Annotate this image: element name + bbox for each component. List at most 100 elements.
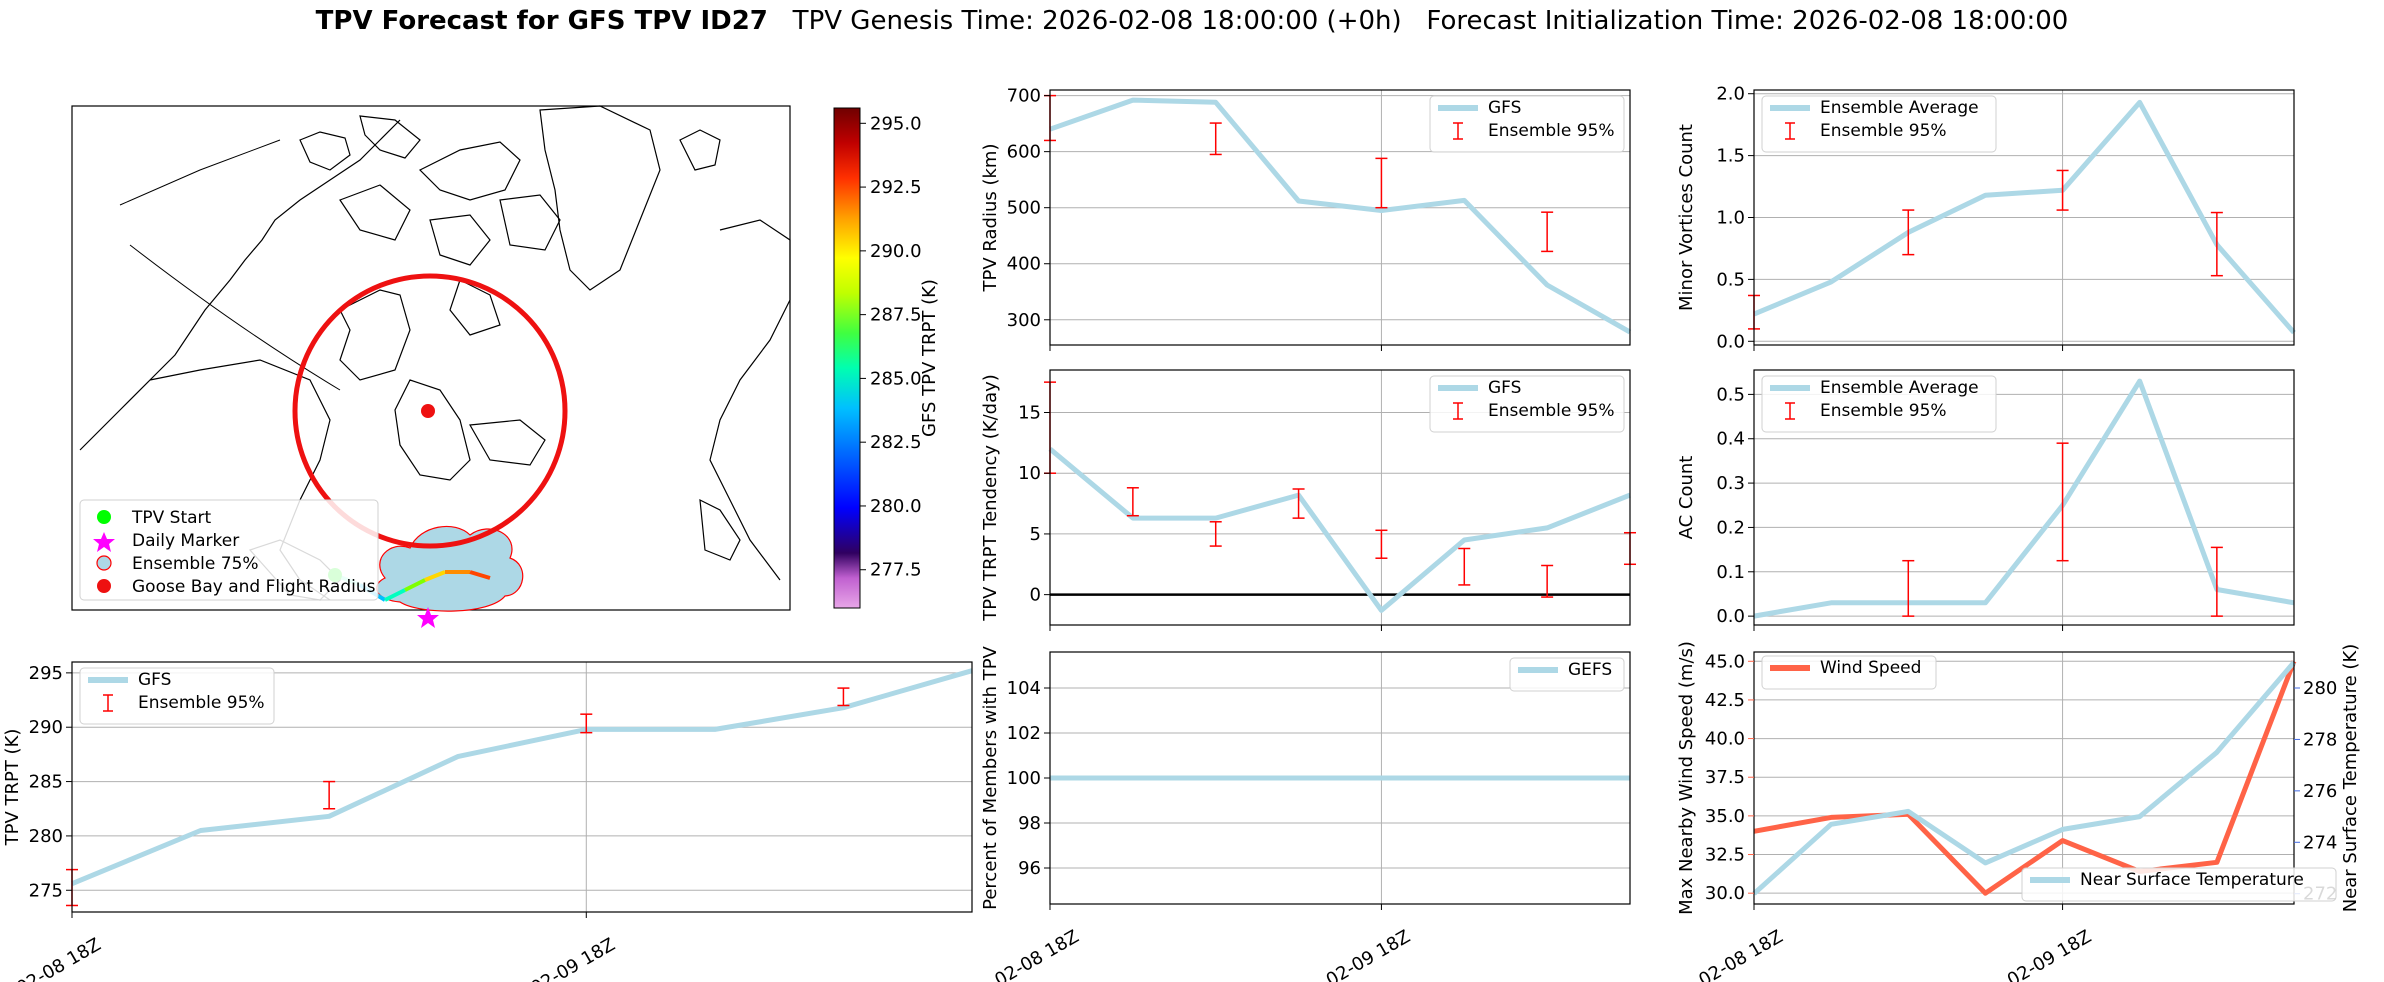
trpt-legend: GFS Ensemble 95% (79, 667, 275, 725)
radius-legend-box (1429, 95, 1625, 153)
percent-legend-box (1509, 657, 1625, 692)
radius-ytick-label: 400 (1007, 254, 1041, 275)
wind-ylabel-right: Near Surface Temperature (K) (2340, 644, 2361, 913)
percent-ytick-label: 104 (1007, 678, 1041, 699)
tendency-legend-label: GFS (1488, 378, 1521, 398)
radius-ytick-label: 300 (1007, 310, 1041, 331)
colorbar-tick-label: 277.5 (870, 560, 922, 581)
wind-legend-label: Wind Speed (1820, 658, 1921, 678)
map-legend-label: TPV Start (131, 508, 212, 528)
tpv-track-segment (404, 578, 426, 592)
tendency-series-line-0 (1048, 446, 1631, 613)
wind-ytick-label: 45.0 (1705, 651, 1745, 672)
legend-daily-marker-swatch (93, 532, 115, 552)
radius-ytick-label: 600 (1007, 142, 1041, 163)
minor-legend-label: Ensemble Average (1820, 98, 1979, 118)
tpv-track-segment (469, 570, 491, 580)
wind-ytick-right-label: 280 (2303, 678, 2337, 699)
tendency-ytick-label: 0 (1030, 585, 1041, 606)
coastline (499, 194, 561, 251)
wind-ytick-label: 37.5 (1705, 767, 1745, 788)
trpt-xtick-label: 02-08 18Z (13, 934, 104, 982)
colorbar-tick-label: 295.0 (870, 113, 922, 134)
minor-legend-label: Ensemble 95% (1820, 121, 1947, 141)
boundary-line (129, 244, 341, 391)
trpt-ylabel: TPV TRPT (K) (2, 729, 23, 847)
percent-xtick-label: 02-09 18Z (1323, 926, 1414, 982)
ac-ytick-label: 0.2 (1716, 517, 1745, 538)
trpt-ytick-label: 280 (29, 826, 63, 847)
ac-legend-box (1761, 375, 1997, 433)
trpt-legend-box (79, 667, 275, 725)
minor-ytick-label: 2.0 (1716, 84, 1745, 105)
coastline (449, 279, 501, 336)
colorbar-tick-label: 292.5 (870, 177, 922, 198)
wind-ytick-right-label: 274 (2303, 832, 2337, 853)
trpt-ytick-label: 285 (29, 772, 63, 793)
map-legend-box (79, 499, 379, 601)
coastline (299, 131, 351, 171)
radius-panel: 300 400 500 600 700 TPV Radius (km) GFS Ensembl… (980, 86, 1632, 351)
radius-ytick-label: 700 (1007, 86, 1041, 107)
wind-xtick-label: 02-09 18Z (2004, 926, 2095, 982)
trpt-series-line-0 (71, 668, 973, 887)
coastline (418, 141, 521, 201)
coastline (679, 129, 721, 171)
tendency-ytick-label: 15 (1018, 403, 1041, 424)
coastline (429, 214, 491, 266)
colorbar-tick-label: 290.0 (870, 241, 922, 262)
trpt-frame (71, 661, 973, 913)
legend-tpv-start-swatch (97, 510, 111, 524)
radius-ytick-label: 500 (1007, 198, 1041, 219)
tendency-frame (1049, 369, 1631, 626)
colorbar-tick-label: 280.0 (870, 496, 922, 517)
percent-ytick-label: 100 (1007, 768, 1041, 789)
ac-ytick-label: 0.1 (1716, 562, 1745, 583)
wind-ytick-label: 40.0 (1705, 729, 1745, 750)
tendency-legend: GFS Ensemble 95% (1429, 375, 1625, 433)
wind-series-line-1 (1752, 660, 2296, 896)
minor-legend: Ensemble Average Ensemble 95% (1761, 95, 1997, 153)
map-legend-label: Goose Bay and Flight Radius (132, 577, 376, 597)
tendency-ytick-label: 5 (1030, 524, 1041, 545)
percent-ytick-label: 96 (1018, 858, 1041, 879)
minor-ylabel: Minor Vortices Count (1676, 124, 1697, 311)
ac-series-line-0 (1753, 378, 2295, 619)
ac-legend-label: Ensemble Average (1820, 378, 1979, 398)
legend-ensemble-swatch (96, 555, 112, 571)
tendency-legend-box (1429, 375, 1625, 433)
coastline (469, 419, 546, 466)
trpt-xtick-label: 02-09 18Z (528, 934, 619, 982)
tendency-ylabel: TPV TRPT Tendency (K/day) (980, 374, 1001, 622)
wind-legend-box (1761, 655, 1937, 690)
percent-panel: 96 98 100 102 104 02-08 18Z 02-09 18Z Percent o… (980, 645, 1631, 982)
tendency-legend-label: Ensemble 95% (1488, 401, 1615, 421)
ac-count-panel: 0.0 0.1 0.2 0.3 0.4 0.5 AC Count Ensemble Avera… (1676, 369, 2295, 631)
coastline (394, 379, 471, 481)
ensemble-75-area (375, 525, 524, 612)
trpt-panel: 275 280 285 290 295 02-08 18Z 02-09 18Z TPV TRP… (2, 661, 973, 982)
ac-ytick-label: 0.3 (1716, 473, 1745, 494)
ac-legend-label: Ensemble 95% (1820, 401, 1947, 421)
percent-xtick-label: 02-08 18Z (991, 926, 1082, 982)
daily-marker-star (417, 607, 439, 628)
coastline (79, 119, 401, 451)
coastline (709, 219, 791, 581)
tendency-panel: 0 5 10 15 TPV TRPT Tendency (K/day) GFS Ensemb… (980, 369, 1636, 631)
percent-ytick-label: 102 (1007, 723, 1041, 744)
radius-series-line-0 (1049, 97, 1632, 335)
wind-legend: Wind Speed (1761, 655, 1937, 690)
legend-goose-bay-swatch (97, 579, 111, 593)
tendency-ytick-label: 10 (1018, 463, 1041, 484)
wind-legend-box (2021, 867, 2337, 902)
ac-ytick-label: 0.5 (1716, 384, 1745, 405)
percent-legend-label: GEFS (1568, 660, 1612, 680)
percent-legend: GEFS (1509, 657, 1625, 692)
wind-ylabel: Max Nearby Wind Speed (m/s) (1676, 641, 1697, 915)
map-legend: TPV Start Daily Marker Ensemble 75% Goose B… (79, 499, 379, 601)
colorbar-tick-label: 285.0 (870, 368, 922, 389)
wind-series-line-0 (1753, 660, 2297, 896)
colorbar-label: GFS TPV TRPT (K) (919, 279, 940, 437)
radius-legend-label: Ensemble 95% (1488, 121, 1615, 141)
trpt-ytick-label: 275 (29, 880, 63, 901)
